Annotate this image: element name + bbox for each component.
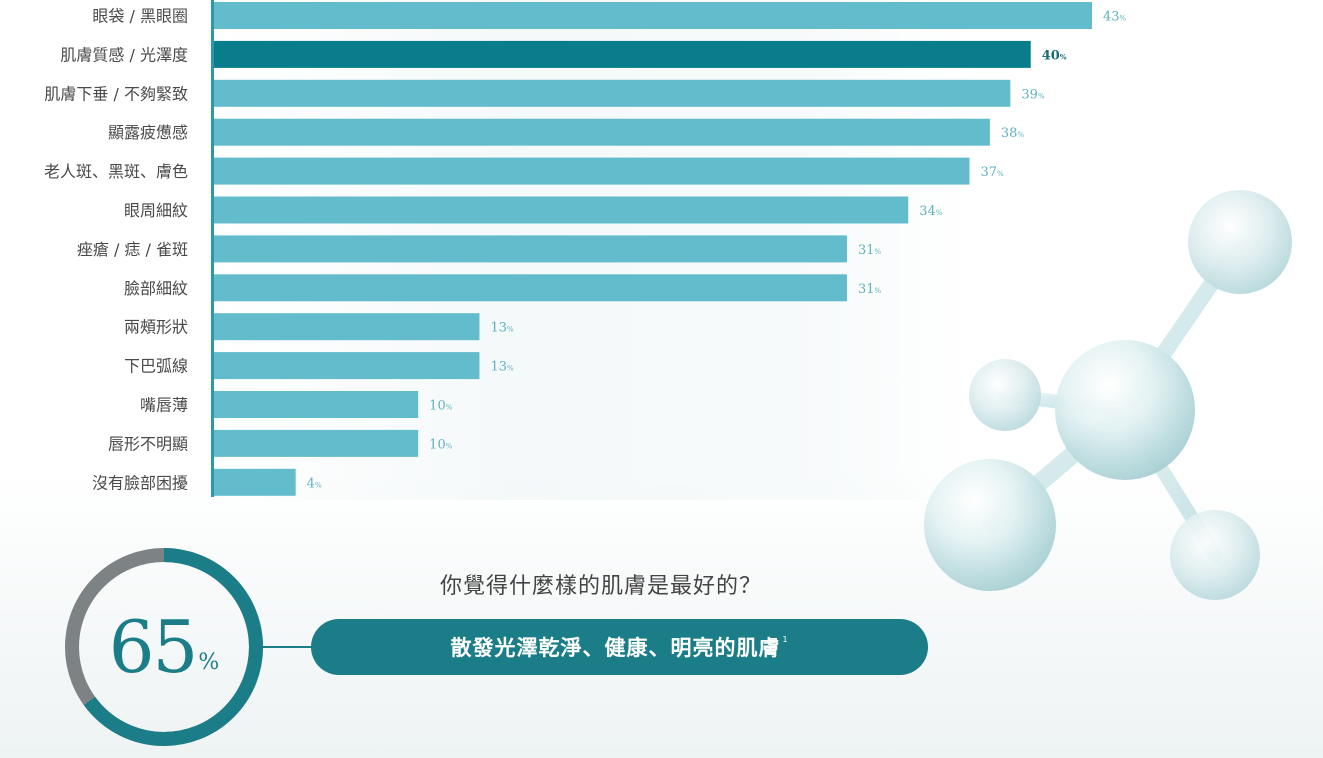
donut-ring <box>65 548 263 746</box>
bar-chart: 眼袋 / 黑眼圈 43% 肌膚質感 / 光澤度 40% 肌膚下垂 / 不夠緊致 39% 顯露… <box>44 0 1127 497</box>
category-label-1: 肌膚質感 / 光澤度 <box>60 45 188 64</box>
category-label-0: 眼袋 / 黑眼圈 <box>92 7 188 26</box>
bar-10 <box>214 391 419 418</box>
donut-chart: 65% <box>62 545 266 749</box>
donut-value: 65% <box>62 545 266 749</box>
value-percent-7: % <box>875 287 882 295</box>
answer-pill: 散發光澤乾淨、健康、明亮的肌膚 1 <box>311 619 928 675</box>
value-label-3: 38% <box>1001 126 1025 141</box>
value-label-4: 37% <box>980 165 1004 180</box>
molecule-decoration <box>924 190 1292 600</box>
value-label-9: 13% <box>490 360 514 375</box>
answer-text: 散發光澤乾淨、健康、明亮的肌膚 <box>450 636 781 660</box>
value-percent-9: % <box>507 365 514 373</box>
value-label-12: 4% <box>307 476 322 491</box>
category-label-9: 下巴弧線 <box>124 357 188 376</box>
bar-2 <box>214 79 1011 107</box>
donut-percent-sign: % <box>198 649 220 675</box>
bar-12 <box>214 468 296 496</box>
value-percent-12: % <box>315 481 322 489</box>
value-label-5: 34% <box>919 204 943 219</box>
value-percent-5: % <box>936 209 943 217</box>
value-label-6: 31% <box>858 243 882 258</box>
value-label-2: 39% <box>1021 87 1045 102</box>
bar-9 <box>214 352 480 380</box>
value-percent-11: % <box>446 442 453 450</box>
molecule-atom-left <box>969 359 1041 431</box>
value-label-11: 10% <box>429 437 453 452</box>
category-label-2: 肌膚下垂 / 不夠緊致 <box>44 84 188 103</box>
category-label-8: 兩頰形狀 <box>124 318 188 337</box>
value-percent-3: % <box>1017 131 1024 139</box>
value-percent-2: % <box>1038 92 1045 100</box>
donut-number: 65 <box>108 605 199 689</box>
value-percent-0: % <box>1120 15 1127 23</box>
value-label-8: 13% <box>490 321 514 336</box>
category-label-3: 顯露疲憊感 <box>108 123 188 142</box>
category-label-4: 老人斑、黑斑、膚色 <box>44 162 188 181</box>
category-label-7: 臉部細紋 <box>124 279 188 298</box>
category-label-12: 沒有臉部困擾 <box>92 473 188 492</box>
category-label-10: 嘴唇薄 <box>140 396 188 415</box>
question-text: 你覺得什麼樣的肌膚是最好的？ <box>440 574 763 599</box>
connector-line <box>262 646 312 648</box>
bar-11 <box>214 429 419 457</box>
bar-6 <box>214 235 847 263</box>
answer-footnote: 1 <box>782 634 789 644</box>
value-percent-1: % <box>1060 52 1067 61</box>
bar-4 <box>214 157 970 185</box>
bars-layer: 眼袋 / 黑眼圈 43% 肌膚質感 / 光澤度 40% 肌膚下垂 / 不夠緊致 39% 顯露… <box>44 2 1127 496</box>
category-label-5: 眼周細紋 <box>124 201 188 220</box>
donut-filled-arc <box>65 548 263 746</box>
value-percent-8: % <box>507 326 514 334</box>
value-label-10: 10% <box>429 399 453 414</box>
value-label-0: 43% <box>1103 10 1127 25</box>
molecule-atom-bottom-left <box>924 459 1056 591</box>
value-percent-4: % <box>997 170 1004 178</box>
molecule-atom-top-right <box>1188 190 1292 294</box>
bar-8 <box>214 313 480 341</box>
category-label-6: 痤瘡 / 痣 / 雀斑 <box>77 240 188 259</box>
value-percent-6: % <box>875 248 882 256</box>
bar-7 <box>214 274 847 302</box>
value-label-7: 31% <box>858 282 882 297</box>
category-label-11: 唇形不明顯 <box>108 434 188 453</box>
bar-3 <box>214 118 990 146</box>
molecule-atom-bottom-right <box>1170 510 1260 600</box>
bar-5 <box>214 196 909 224</box>
bar-1 <box>214 40 1031 68</box>
bar-0 <box>214 2 1092 29</box>
value-label-1: 40% <box>1042 48 1067 63</box>
molecule-atom-center <box>1055 340 1195 480</box>
value-percent-10: % <box>446 404 453 412</box>
